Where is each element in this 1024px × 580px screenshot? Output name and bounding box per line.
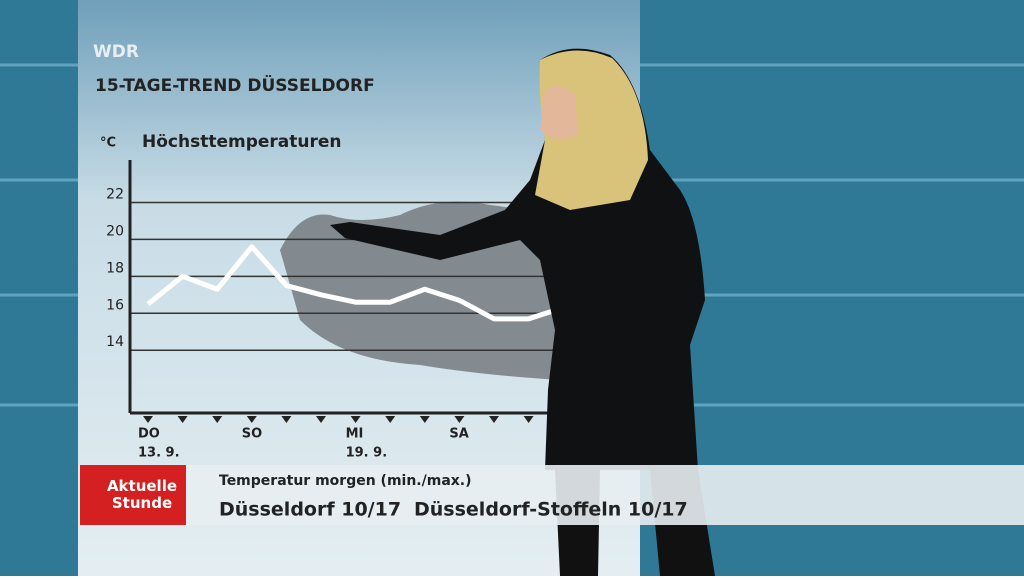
ticker-logo-box: [80, 465, 186, 525]
ticker-logo: Aktuelle Stunde: [107, 477, 177, 512]
x-tick: [212, 416, 223, 423]
plot: 14 16 18 20 22 DO 13. 9. SO MI 19. 9. SA: [106, 186, 569, 461]
x-tick: [385, 416, 396, 423]
x-tick: [489, 416, 499, 423]
x-tick: [419, 416, 430, 423]
y-axis-label: °C: [100, 136, 116, 151]
x-tick: [246, 416, 257, 423]
x-tick-label: DO: [138, 427, 160, 442]
ticker-bar: [78, 465, 1024, 525]
y-tick-label: 16: [106, 297, 124, 313]
x-tick-label: SA: [449, 427, 468, 442]
chart-title: 15-TAGE-TREND DÜSSELDORF: [95, 74, 375, 96]
chart-subtitle: Höchsttemperaturen: [142, 132, 342, 152]
y-tick-label: 22: [106, 186, 124, 202]
x-tick-sublabel: 13. 9.: [138, 446, 180, 461]
y-tick-label: 14: [106, 334, 124, 350]
x-tick: [350, 416, 361, 423]
ticker-item: Düsseldorf 10/17: [219, 499, 401, 521]
x-tick-label: SO: [242, 427, 262, 442]
x-tick: [177, 416, 188, 423]
x-tick-label: MI: [346, 427, 364, 442]
ticker-item: Düsseldorf-Stoffeln 10/17: [414, 499, 688, 521]
x-tick: [523, 416, 534, 423]
ticker-heading: Temperatur morgen (min./max.): [219, 473, 472, 489]
x-tick: [143, 416, 153, 423]
x-tick: [281, 416, 292, 423]
channel-logo: WDR: [93, 42, 139, 62]
y-tick-label: 20: [106, 223, 124, 239]
x-tick: [454, 416, 465, 423]
x-tick: [316, 416, 326, 423]
x-tick-sublabel: 19. 9.: [346, 446, 388, 461]
data-line: [146, 244, 564, 322]
y-tick-label: 18: [106, 260, 124, 276]
